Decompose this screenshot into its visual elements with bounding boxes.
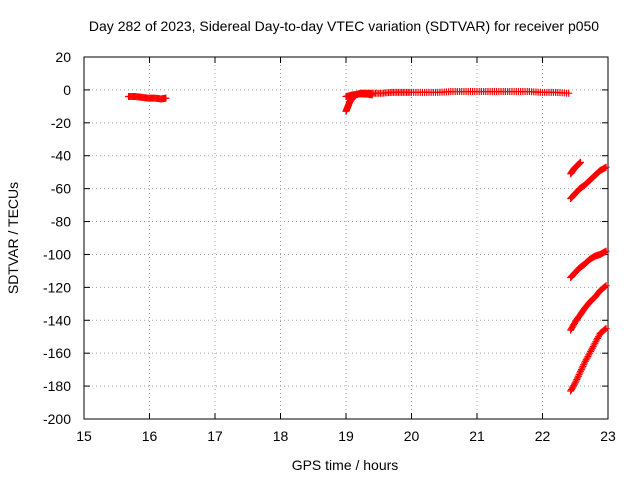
x-tick-label: 23 — [600, 428, 616, 444]
x-axis-label: GPS time / hours — [292, 457, 399, 473]
x-axis: 15 16 17 18 19 20 21 22 23 — [76, 57, 616, 444]
y-tick-label: -60 — [51, 181, 71, 197]
data-point — [602, 282, 610, 290]
data-point — [565, 89, 573, 97]
data-point — [578, 364, 586, 372]
data-point — [573, 376, 581, 384]
data-point — [602, 247, 610, 255]
x-tick-label: 15 — [76, 428, 92, 444]
data-point — [602, 163, 610, 171]
data-point — [601, 283, 609, 291]
data-point — [577, 367, 585, 375]
data-point — [580, 361, 588, 369]
grid — [84, 57, 608, 419]
data-point — [579, 362, 587, 370]
y-tick-label: -140 — [43, 312, 71, 328]
x-tick-label: 17 — [207, 428, 223, 444]
data-point — [576, 369, 584, 377]
data-series — [567, 282, 610, 334]
data-series — [567, 325, 610, 395]
data-point — [574, 372, 582, 380]
y-tick-label: -200 — [43, 411, 71, 427]
data-series — [567, 163, 610, 203]
x-tick-label: 19 — [338, 428, 354, 444]
data-points — [125, 88, 610, 395]
data-series — [125, 92, 170, 103]
y-tick-label: -40 — [51, 148, 71, 164]
y-tick-label: -20 — [51, 115, 71, 131]
y-tick-label: -180 — [43, 378, 71, 394]
x-tick-label: 22 — [535, 428, 551, 444]
data-point — [575, 371, 583, 379]
data-series — [567, 158, 584, 178]
y-tick-label: -100 — [43, 246, 71, 262]
y-tick-label: -120 — [43, 279, 71, 295]
data-point — [602, 325, 610, 332]
y-tick-label: -80 — [51, 214, 71, 230]
y-tick-label: 20 — [55, 49, 71, 65]
data-series — [567, 247, 610, 281]
data-point — [368, 91, 376, 99]
data-point — [574, 374, 582, 382]
data-series — [342, 90, 376, 100]
y-tick-label: -160 — [43, 345, 71, 361]
y-tick-label: 0 — [63, 82, 71, 98]
x-tick-label: 20 — [404, 428, 420, 444]
data-point — [601, 325, 609, 333]
x-tick-label: 21 — [469, 428, 485, 444]
data-point — [162, 94, 170, 102]
data-point — [577, 366, 585, 374]
x-tick-label: 16 — [142, 428, 158, 444]
chart-title: Day 282 of 2023, Sidereal Day-to-day VTE… — [89, 18, 599, 34]
data-point — [576, 158, 584, 166]
data-series — [342, 88, 573, 115]
x-tick-label: 18 — [273, 428, 289, 444]
data-point — [572, 377, 580, 385]
data-point — [570, 380, 578, 388]
y-axis: 20 0 -20 -40 -60 -80 -100 -120 -140 -160 -180 -200 — [43, 49, 608, 427]
data-point — [571, 379, 579, 387]
y-axis-label: SDTVAR / TECUs — [5, 182, 21, 294]
